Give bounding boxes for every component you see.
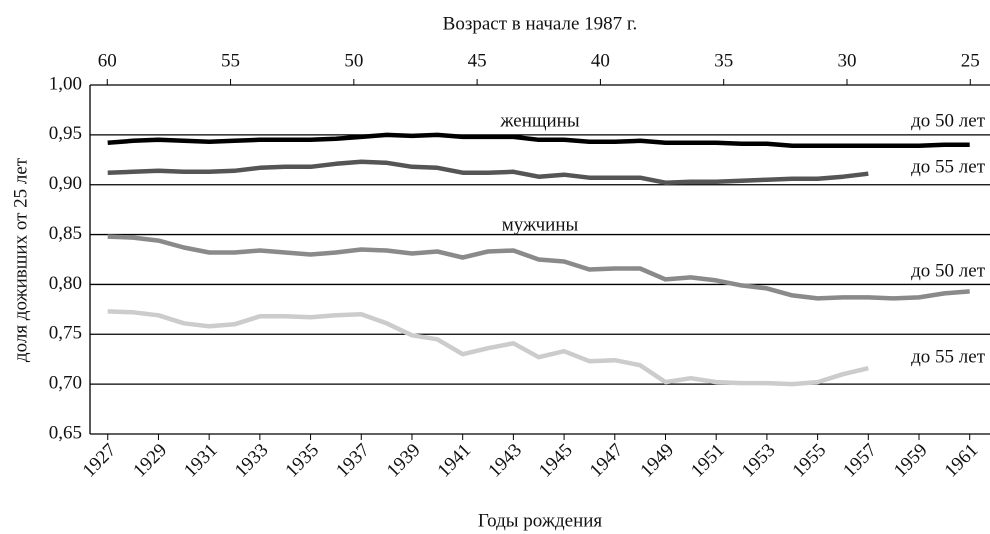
y-tick-label: 0,65 — [49, 422, 82, 443]
x-tick-label: 1927 — [79, 440, 121, 482]
x2-tick-label: 30 — [837, 50, 856, 71]
series-label: до 55 лет — [911, 156, 986, 177]
y-tick-label: 0,90 — [49, 173, 82, 194]
x-tick-label: 1945 — [535, 440, 577, 482]
x-tick-label: 1939 — [383, 440, 425, 482]
x2-tick-label: 45 — [468, 50, 487, 71]
series-label: до 50 лет — [911, 260, 986, 281]
x-tick-label: 1959 — [890, 440, 932, 482]
x2-tick-label: 50 — [344, 50, 363, 71]
x-tick-label: 1941 — [434, 440, 476, 482]
annotation: женщины — [499, 110, 579, 131]
x-tick-label: 1929 — [129, 440, 171, 482]
y-tick-label: 0,85 — [49, 223, 82, 244]
series-line — [107, 309, 869, 387]
x-tick-label: 1933 — [231, 440, 273, 482]
x-tick-label: 1955 — [789, 440, 831, 482]
x-tick-label: 1931 — [180, 440, 222, 482]
series-label: до 55 лет — [911, 346, 986, 367]
x2-tick-label: 55 — [221, 50, 240, 71]
top-axis-title: Возраст в начале 1987 г. — [443, 13, 638, 34]
series-label: до 50 лет — [911, 110, 986, 131]
x-tick-label: 1935 — [281, 440, 323, 482]
x2-tick-label: 40 — [591, 50, 610, 71]
x2-tick-label: 60 — [98, 50, 117, 71]
y-tick-label: 0,80 — [49, 273, 82, 294]
x-tick-label: 1947 — [586, 440, 628, 482]
x-tick-label: 1949 — [636, 440, 678, 482]
x-tick-label: 1961 — [941, 440, 983, 482]
x-tick-label: 1953 — [738, 440, 780, 482]
series-line — [107, 159, 869, 185]
y-axis-title: доля доживших от 25 лет — [10, 157, 31, 362]
y-tick-label: 0,70 — [49, 373, 82, 394]
x2-tick-label: 25 — [961, 50, 980, 71]
x-tick-label: 1943 — [484, 440, 526, 482]
annotation: мужчины — [502, 214, 579, 235]
series-line — [107, 234, 970, 301]
x-axis-title: Годы рождения — [478, 510, 603, 531]
y-tick-label: 0,75 — [49, 323, 82, 344]
x-tick-label: 1951 — [687, 440, 729, 482]
x-tick-label: 1957 — [839, 440, 881, 482]
x2-tick-label: 35 — [714, 50, 733, 71]
y-tick-label: 1,00 — [49, 73, 82, 94]
x-tick-label: 1937 — [332, 440, 374, 482]
series-line — [107, 132, 970, 149]
y-tick-label: 0,95 — [49, 123, 82, 144]
